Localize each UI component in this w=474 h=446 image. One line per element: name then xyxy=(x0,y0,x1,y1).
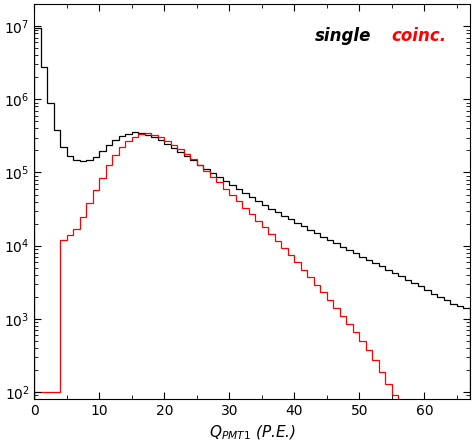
Legend: single, coinc.: single, coinc. xyxy=(308,21,453,52)
X-axis label: $Q_{PMT1}$ (P.E.): $Q_{PMT1}$ (P.E.) xyxy=(209,423,296,442)
